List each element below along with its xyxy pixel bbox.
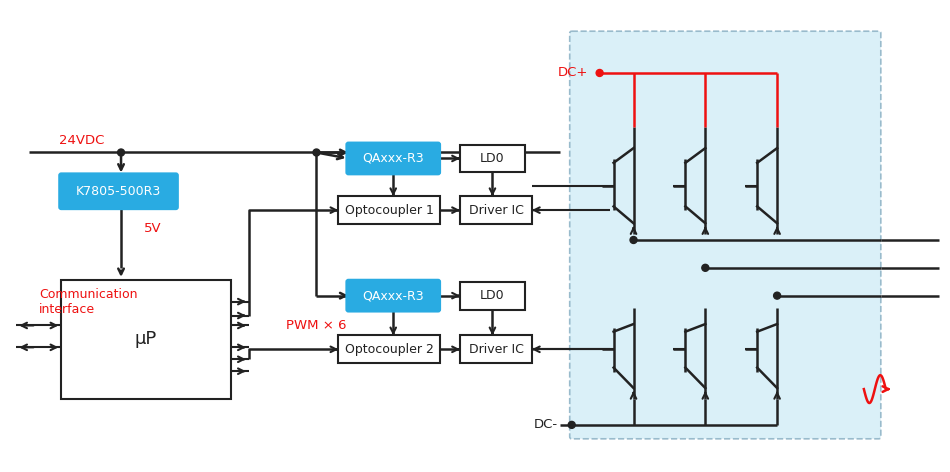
Circle shape — [597, 69, 603, 76]
FancyBboxPatch shape — [346, 142, 441, 176]
Bar — [460, 144, 524, 172]
Bar — [460, 336, 532, 363]
Text: LD0: LD0 — [480, 289, 504, 302]
Text: LD0: LD0 — [480, 152, 504, 165]
FancyBboxPatch shape — [346, 279, 441, 312]
Circle shape — [118, 149, 124, 156]
Circle shape — [568, 421, 575, 429]
Circle shape — [773, 292, 781, 299]
Circle shape — [313, 149, 320, 156]
Text: Driver IC: Driver IC — [468, 203, 523, 217]
Text: Optocoupler 2: Optocoupler 2 — [345, 343, 434, 356]
Text: Optocoupler 1: Optocoupler 1 — [345, 203, 434, 217]
Text: Communication
interface: Communication interface — [39, 288, 138, 316]
Circle shape — [702, 264, 709, 271]
Text: μP: μP — [135, 330, 157, 348]
FancyBboxPatch shape — [58, 172, 179, 210]
Circle shape — [630, 236, 637, 244]
Bar — [338, 196, 440, 224]
Text: DC+: DC+ — [558, 67, 588, 79]
Text: K7805-500R3: K7805-500R3 — [76, 185, 162, 198]
Text: 5V: 5V — [144, 221, 162, 235]
Text: Driver IC: Driver IC — [468, 343, 523, 356]
Text: 24VDC: 24VDC — [59, 134, 104, 147]
Bar — [460, 282, 524, 310]
Bar — [338, 336, 440, 363]
Text: QAxxx-R3: QAxxx-R3 — [363, 152, 424, 165]
Bar — [61, 280, 231, 399]
Text: PWM × 6: PWM × 6 — [286, 319, 346, 332]
FancyBboxPatch shape — [570, 31, 881, 439]
Bar — [460, 196, 532, 224]
Text: DC-: DC- — [534, 418, 558, 431]
Text: QAxxx-R3: QAxxx-R3 — [363, 289, 424, 302]
